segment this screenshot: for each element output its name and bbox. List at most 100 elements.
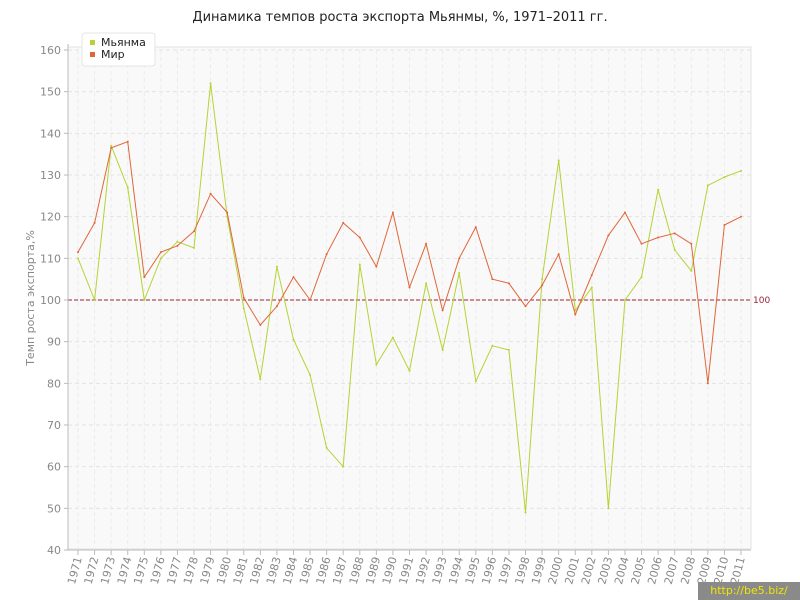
legend-box: [81, 32, 156, 67]
data-point: [541, 284, 544, 287]
data-point: [458, 257, 461, 260]
chart-title: Динамика темпов роста экспорта Мьянмы, %…: [192, 10, 608, 25]
data-point: [673, 232, 676, 235]
y-tick-label: 50: [47, 502, 61, 515]
data-point: [93, 221, 96, 224]
data-point: [391, 336, 394, 339]
data-point: [325, 446, 328, 449]
data-point: [690, 242, 693, 245]
data-point: [441, 349, 444, 351]
y-tick-label: 120: [40, 211, 61, 224]
data-point: [259, 378, 262, 381]
data-point: [159, 257, 162, 260]
data-point: [657, 188, 660, 191]
data-point: [640, 242, 643, 245]
data-point: [226, 211, 229, 214]
data-point: [640, 276, 643, 279]
data-point: [358, 263, 361, 266]
y-axis: 40 50 60 70 80 90 100 110 120 130 140 150 160: [40, 44, 69, 557]
y-tick-label: 140: [40, 127, 61, 140]
watermark: http://be5.biz/: [698, 582, 800, 600]
y-tick-label: 110: [40, 252, 61, 265]
reference-line-label: 100: [753, 296, 770, 306]
data-point: [623, 211, 626, 214]
y-tick-label: 60: [47, 461, 61, 474]
data-point: [441, 309, 444, 312]
data-point: [507, 282, 510, 285]
data-point: [590, 274, 593, 276]
data-point: [77, 251, 79, 254]
data-point: [391, 211, 394, 214]
data-point: [657, 236, 660, 239]
data-point: [292, 276, 295, 279]
data-point: [176, 240, 179, 243]
data-point: [309, 299, 312, 301]
data-point: [740, 215, 742, 218]
data-point: [491, 278, 494, 281]
data-point: [557, 159, 560, 162]
data-point: [740, 169, 742, 172]
data-point: [408, 286, 411, 289]
legend-swatch: [90, 40, 95, 45]
data-point: [375, 265, 378, 268]
data-point: [126, 140, 129, 143]
data-point: [574, 313, 577, 316]
data-point: [590, 286, 593, 289]
y-axis-label: Темп роста экспорта,%: [24, 230, 37, 367]
data-point: [557, 253, 560, 256]
data-point: [126, 186, 129, 189]
legend-label: Мир: [101, 48, 125, 61]
data-point: [458, 271, 461, 274]
data-point: [723, 224, 726, 226]
data-point: [309, 374, 312, 376]
data-point: [491, 344, 494, 347]
data-point: [607, 507, 610, 510]
data-point: [259, 324, 262, 326]
legend-label: Мьянма: [101, 36, 146, 49]
y-tick-label: 80: [47, 377, 61, 390]
grid-lines: [68, 49, 751, 550]
y-tick-label: 70: [47, 419, 61, 432]
y-tick-label: 160: [40, 44, 61, 57]
data-point: [209, 192, 212, 195]
data-point: [292, 338, 295, 341]
data-point: [110, 146, 113, 149]
data-point: [242, 307, 245, 310]
data-point: [143, 276, 146, 279]
data-point: [159, 251, 162, 254]
data-point: [706, 382, 709, 385]
legend-swatch: [90, 52, 95, 57]
data-point: [143, 299, 146, 301]
data-point: [541, 278, 544, 281]
data-point: [193, 246, 196, 249]
data-point: [425, 282, 428, 285]
data-point: [93, 299, 96, 301]
data-point: [209, 82, 212, 85]
data-point: [358, 236, 361, 239]
x-axis: 1971197219731974197519761977197819791980…: [65, 549, 751, 586]
y-tick-label: 100: [40, 294, 61, 307]
data-point: [176, 244, 179, 247]
data-point: [242, 296, 245, 299]
data-point: [375, 363, 378, 366]
series-group: [77, 82, 742, 514]
data-point: [342, 465, 345, 468]
reference-line-group: 100: [68, 296, 770, 306]
data-point: [474, 226, 477, 229]
data-point: [507, 349, 510, 351]
data-point: [408, 369, 411, 372]
data-point: [706, 184, 709, 187]
data-point: [325, 253, 328, 256]
y-tick-label: 40: [47, 544, 61, 557]
data-point: [623, 299, 626, 301]
data-point: [673, 249, 676, 251]
y-tick-label: 150: [40, 86, 61, 99]
data-point: [275, 265, 278, 268]
data-point: [275, 305, 278, 308]
data-point: [425, 242, 428, 245]
data-point: [723, 176, 726, 179]
data-point: [524, 511, 527, 514]
data-point: [524, 305, 527, 308]
